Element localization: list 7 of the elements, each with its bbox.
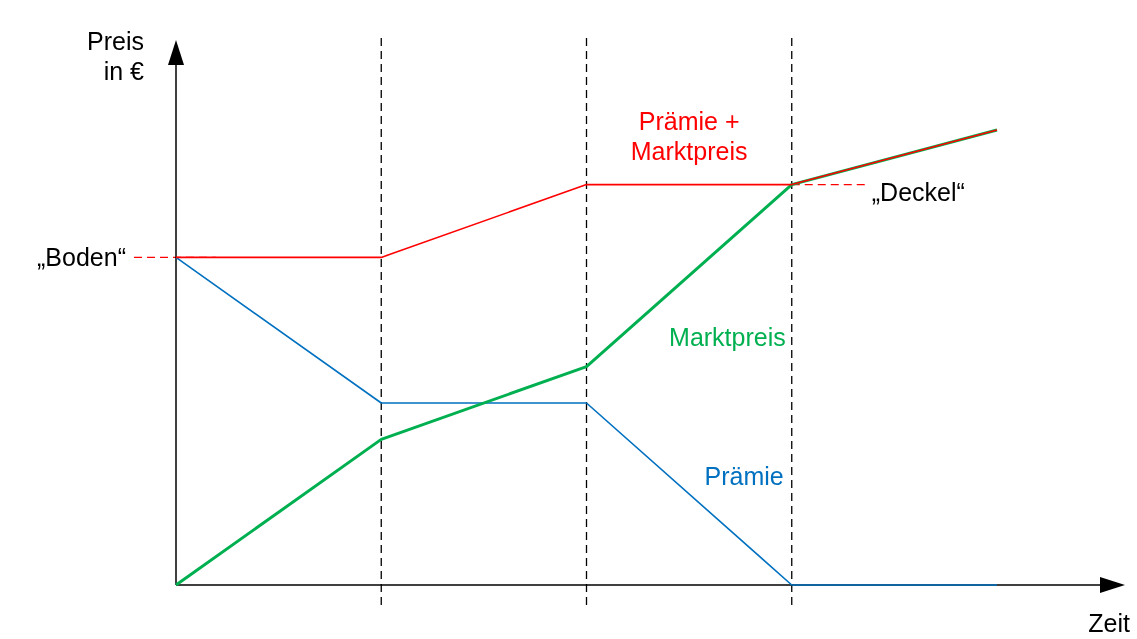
y-axis-title: Preis in € <box>87 27 145 85</box>
series-label: Prämie + Marktpreis <box>630 106 748 165</box>
ref-line-label: „Boden“ <box>37 243 126 272</box>
series-label: Marktpreis <box>669 322 786 351</box>
ref-line-label: „Deckel“ <box>871 178 965 207</box>
series-label: Prämie <box>704 462 784 490</box>
x-axis-title: Zeit <box>1088 609 1131 637</box>
